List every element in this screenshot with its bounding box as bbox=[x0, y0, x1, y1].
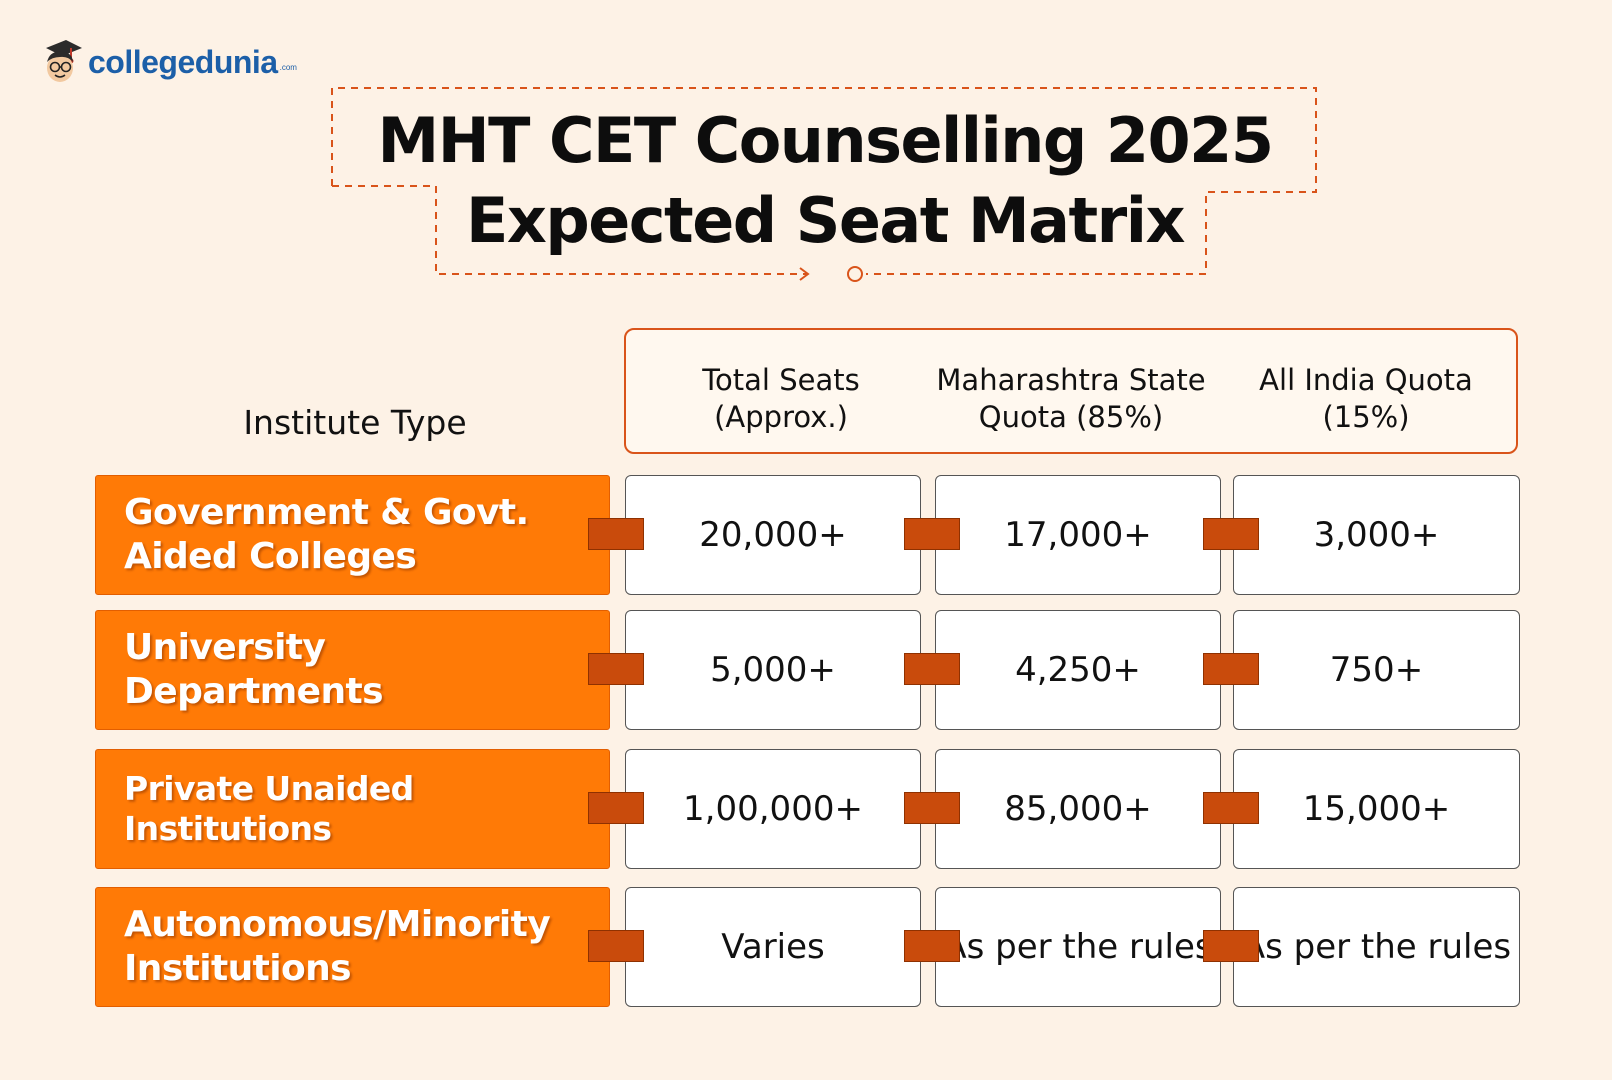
institute-label: University Departments bbox=[124, 627, 384, 712]
row-connector bbox=[1203, 930, 1259, 962]
title-dashed-border bbox=[331, 87, 1317, 282]
total-seats-cell: 1,00,000+ bbox=[625, 749, 921, 869]
title-frame: MHT CET Counselling 2025 Expected Seat M… bbox=[330, 86, 1320, 286]
all-india-quota-cell: 3,000+ bbox=[1233, 475, 1520, 595]
page-title-line-1: MHT CET Counselling 2025 bbox=[377, 104, 1274, 177]
state-quota-cell: As per the rules bbox=[935, 887, 1221, 1007]
row-connector bbox=[904, 518, 960, 550]
row-connector bbox=[588, 518, 644, 550]
state-quota-cell: 4,250+ bbox=[935, 610, 1221, 730]
row-connector bbox=[588, 930, 644, 962]
column-header-all-india-quota: All India Quota (15%) bbox=[1259, 363, 1473, 434]
row-connector bbox=[1203, 518, 1259, 550]
graduate-mascot-icon bbox=[46, 40, 82, 82]
all-india-quota-cell: 15,000+ bbox=[1233, 749, 1520, 869]
all-india-quota-cell: As per the rules bbox=[1233, 887, 1520, 1007]
institute-label: Autonomous/Minority Institutions bbox=[124, 904, 551, 989]
institute-cell: Autonomous/Minority Institutions bbox=[95, 887, 610, 1007]
column-header-state-quota: Maharashtra State Quota (85%) bbox=[936, 363, 1206, 434]
institute-label: Government & Govt. Aided Colleges bbox=[124, 492, 529, 577]
state-quota-cell: 85,000+ bbox=[935, 749, 1221, 869]
row-connector bbox=[588, 792, 644, 824]
total-seats-cell: 20,000+ bbox=[625, 475, 921, 595]
row-connector bbox=[1203, 792, 1259, 824]
row-connector bbox=[904, 930, 960, 962]
table-row: Autonomous/Minority Institutions Varies … bbox=[95, 887, 1520, 1007]
row-connector bbox=[1203, 653, 1259, 685]
institute-cell: Private Unaided Institutions bbox=[95, 749, 610, 869]
brand-logo[interactable]: collegedunia .com bbox=[40, 38, 297, 86]
total-seats-cell: Varies bbox=[625, 887, 921, 1007]
brand-name: collegedunia bbox=[88, 43, 278, 80]
institute-cell: University Departments bbox=[95, 610, 610, 730]
column-header-total-seats: Total Seats (Approx.) bbox=[702, 363, 860, 434]
state-quota-cell: 17,000+ bbox=[935, 475, 1221, 595]
table-row: University Departments 5,000+ 4,250+ 750… bbox=[95, 610, 1520, 730]
institute-type-header: Institute Type bbox=[243, 403, 467, 442]
row-connector bbox=[588, 653, 644, 685]
table-row: Government & Govt. Aided Colleges 20,000… bbox=[95, 475, 1520, 595]
institute-cell: Government & Govt. Aided Colleges bbox=[95, 475, 610, 595]
row-connector bbox=[904, 653, 960, 685]
total-seats-cell: 5,000+ bbox=[625, 610, 921, 730]
page-title-line-2: Expected Seat Matrix bbox=[466, 184, 1185, 257]
all-india-quota-cell: 750+ bbox=[1233, 610, 1520, 730]
row-connector bbox=[904, 792, 960, 824]
table-row: Private Unaided Institutions 1,00,000+ 8… bbox=[95, 749, 1520, 869]
column-header-box: Total Seats (Approx.) Maharashtra State … bbox=[624, 328, 1518, 454]
brand-suffix: .com bbox=[279, 62, 297, 72]
institute-label: Private Unaided Institutions bbox=[124, 769, 414, 848]
